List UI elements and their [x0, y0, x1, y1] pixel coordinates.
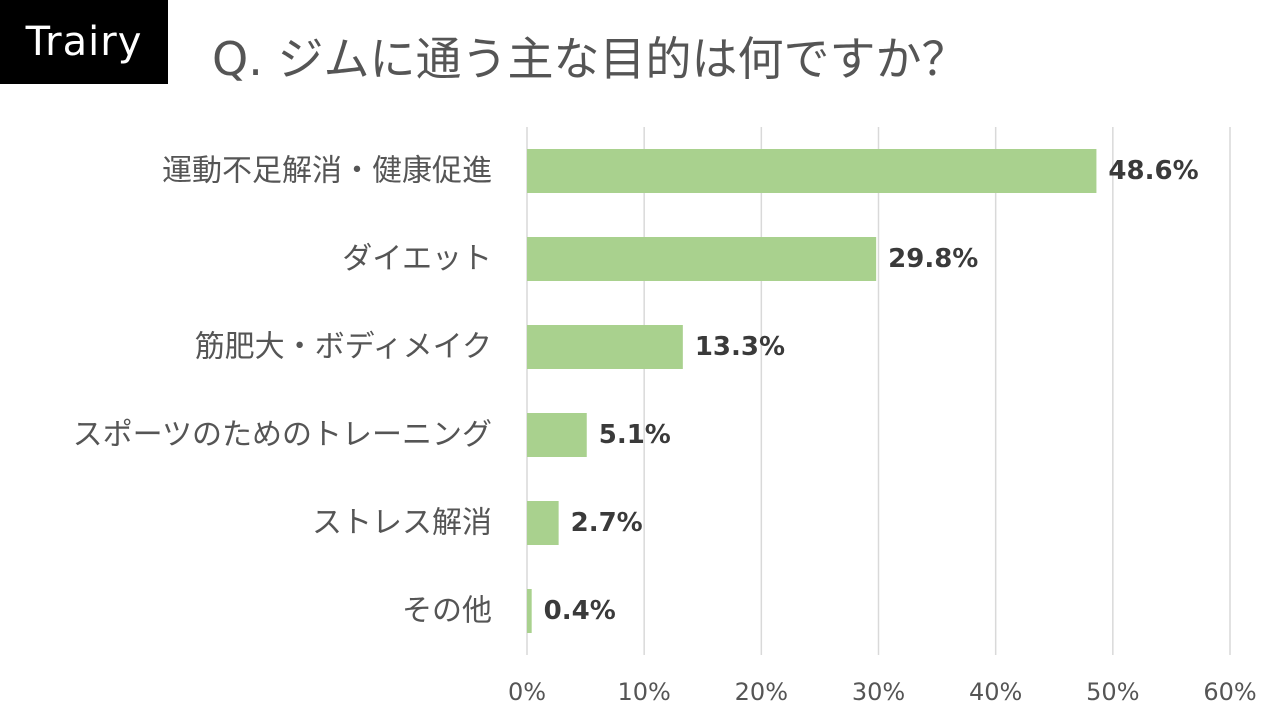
x-tick-label: 0%: [508, 678, 546, 706]
category-label: ストレス解消: [312, 506, 492, 541]
bar: [527, 325, 683, 369]
grid-lines: [526, 127, 1231, 655]
x-tick-label: 10%: [617, 678, 670, 706]
category-label: 筋肥大・ボディメイク: [195, 330, 492, 365]
value-label: 48.6%: [1108, 156, 1198, 186]
x-tick-label: 50%: [1086, 678, 1139, 706]
value-label: 0.4%: [544, 596, 616, 626]
value-label: 5.1%: [599, 420, 671, 450]
x-tick-label: 60%: [1203, 678, 1256, 706]
category-label: ダイエット: [342, 242, 492, 277]
category-label: 運動不足解消・健康促進: [162, 154, 492, 189]
bars: [527, 149, 1097, 633]
brand-logo: Trairy: [0, 0, 168, 84]
value-label: 29.8%: [888, 244, 978, 274]
category-label: その他: [402, 594, 492, 629]
labels: 0% 10% 20% 30% 40% 50% 60% 運動不足解消・健康促進 48.6% ダイエッ…: [73, 154, 1257, 707]
x-tick-label: 20%: [735, 678, 788, 706]
bar: [527, 589, 532, 633]
value-label: 2.7%: [571, 508, 643, 538]
bar: [527, 149, 1097, 193]
bar: [527, 413, 587, 457]
value-label: 13.3%: [695, 332, 785, 362]
chart-title: Q. ジムに通う主な目的は何ですか？: [212, 32, 968, 86]
bar: [527, 501, 559, 545]
bar: [527, 237, 877, 281]
category-label: スポーツのためのトレーニング: [73, 418, 492, 453]
x-tick-label: 30%: [852, 678, 905, 706]
x-tick-label: 40%: [969, 678, 1022, 706]
